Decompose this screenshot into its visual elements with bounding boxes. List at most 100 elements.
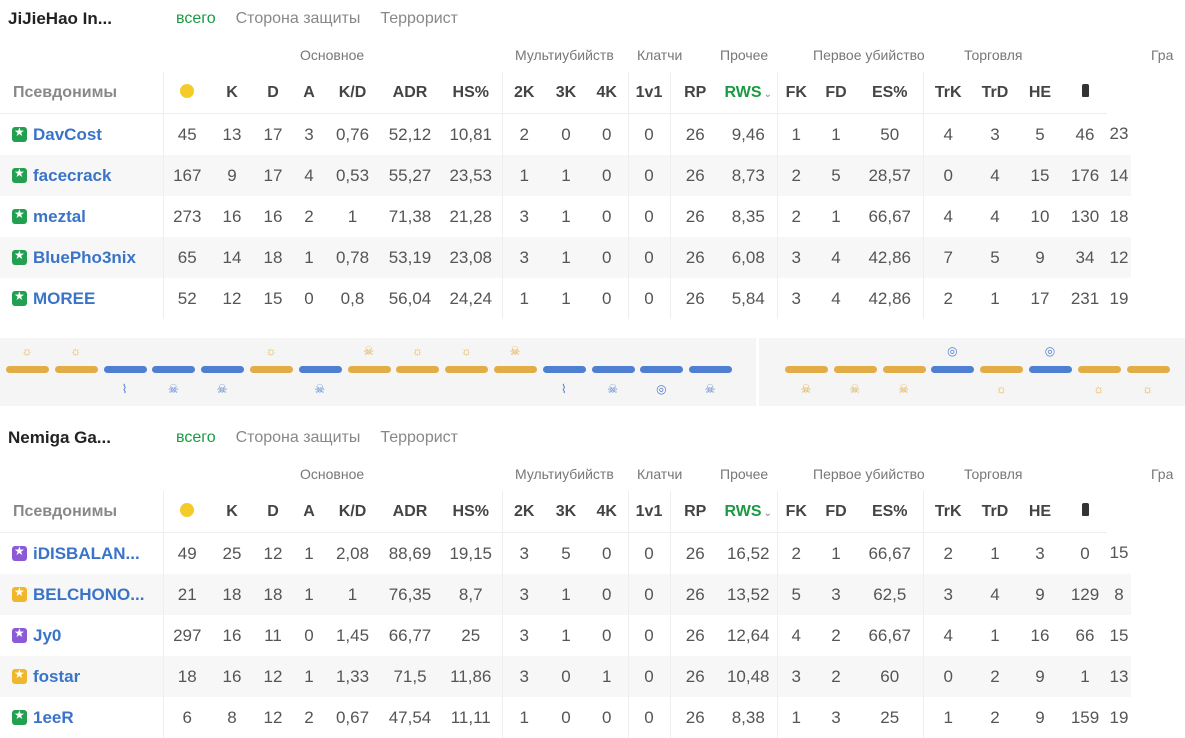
player-nickname[interactable]: meztal: [33, 206, 86, 226]
header-molotov[interactable]: [1063, 72, 1107, 114]
header-he[interactable]: HE: [1017, 72, 1063, 114]
header-rating[interactable]: [162, 491, 211, 533]
header-rp[interactable]: RP: [669, 491, 720, 533]
header-es-[interactable]: ES%: [857, 72, 923, 114]
player-nickname[interactable]: facecrack: [33, 165, 112, 185]
round-bar[interactable]: [201, 366, 245, 373]
tab-total[interactable]: всего: [176, 429, 216, 446]
round-bar[interactable]: [103, 366, 147, 373]
header-trk[interactable]: TrK: [922, 491, 973, 533]
round-bar[interactable]: [833, 366, 877, 373]
header-d[interactable]: D: [253, 72, 293, 114]
header-d[interactable]: D: [253, 491, 293, 533]
player-nickname[interactable]: fostar: [33, 666, 81, 686]
round-bar[interactable]: [1077, 366, 1121, 373]
header-fd[interactable]: FD: [815, 491, 857, 533]
header-1v1[interactable]: 1v1: [627, 72, 670, 114]
round-bar[interactable]: [1029, 366, 1072, 373]
player-nickname-cell[interactable]: MOREE: [0, 278, 163, 319]
round-bar[interactable]: [54, 366, 98, 373]
header-4k[interactable]: 4K: [586, 491, 628, 533]
player-row[interactable]: facecrack16791740,5355,2723,531100268,73…: [0, 155, 1131, 196]
header-rws[interactable]: RWS ⌄: [720, 72, 777, 114]
player-row[interactable]: Jy0297161101,4566,772531002612,644266,67…: [0, 615, 1131, 656]
round-bar[interactable]: [347, 366, 391, 373]
header-k-d[interactable]: K/D: [325, 491, 380, 533]
round-bar[interactable]: [689, 366, 733, 373]
player-row[interactable]: BELCHONO...2118181176,358,731002613,5253…: [0, 574, 1131, 615]
round-bar[interactable]: [445, 366, 489, 373]
player-nickname-cell[interactable]: facecrack: [0, 155, 163, 196]
round-bar[interactable]: [152, 366, 196, 373]
header-hs-[interactable]: HS%: [440, 72, 502, 114]
header-3k[interactable]: 3K: [546, 72, 586, 114]
player-nickname[interactable]: Jy0: [33, 625, 62, 645]
header-3k[interactable]: 3K: [546, 491, 586, 533]
round-bar[interactable]: [250, 366, 293, 373]
player-nickname[interactable]: BluePho3nix: [33, 247, 136, 267]
player-nickname-cell[interactable]: BluePho3nix: [0, 237, 163, 278]
player-nickname-cell[interactable]: BELCHONO...: [0, 574, 163, 615]
player-nickname-cell[interactable]: meztal: [0, 196, 163, 237]
player-nickname[interactable]: iDISBALAN...: [33, 543, 140, 563]
header-nicknames[interactable]: Псевдонимы: [0, 72, 163, 114]
round-bar[interactable]: [1126, 366, 1170, 373]
player-row[interactable]: 1eeR681220,6747,5411,111000268,381325129…: [0, 697, 1131, 738]
round-bar[interactable]: [494, 366, 537, 373]
header-k[interactable]: K: [211, 72, 253, 114]
header-rws[interactable]: RWS ⌄: [720, 491, 777, 533]
header-trd[interactable]: TrD: [973, 72, 1017, 114]
player-nickname-cell[interactable]: Jy0: [0, 615, 163, 656]
player-nickname-cell[interactable]: iDISBALAN...: [0, 533, 163, 575]
player-row[interactable]: fostar18161211,3371,511,8630102610,48326…: [0, 656, 1131, 697]
round-bar[interactable]: [980, 366, 1024, 373]
player-nickname[interactable]: 1eeR: [33, 707, 74, 727]
round-bar[interactable]: [931, 366, 975, 373]
player-row[interactable]: DavCost45131730,7652,1210,812000269,4611…: [0, 113, 1131, 156]
header-rp[interactable]: RP: [669, 72, 720, 114]
header-adr[interactable]: ADR: [380, 491, 440, 533]
player-row[interactable]: MOREE52121500,856,0424,241100265,843442,…: [0, 278, 1131, 319]
player-nickname[interactable]: MOREE: [33, 288, 96, 308]
round-bar[interactable]: [396, 366, 440, 373]
header-2k[interactable]: 2K: [501, 72, 546, 114]
header-2k[interactable]: 2K: [501, 491, 546, 533]
header-hs-[interactable]: HS%: [440, 491, 502, 533]
header-1v1[interactable]: 1v1: [627, 491, 670, 533]
header-a[interactable]: A: [293, 491, 325, 533]
header-adr[interactable]: ADR: [380, 72, 440, 114]
header-trd[interactable]: TrD: [973, 491, 1017, 533]
round-bar[interactable]: [298, 366, 342, 373]
tab-t-side[interactable]: Террорист: [380, 10, 458, 27]
round-bar[interactable]: [785, 366, 828, 373]
player-nickname-cell[interactable]: DavCost: [0, 114, 163, 156]
header-es-[interactable]: ES%: [857, 491, 923, 533]
header-k-d[interactable]: K/D: [325, 72, 380, 114]
round-bar[interactable]: [882, 366, 926, 373]
player-nickname[interactable]: BELCHONO...: [33, 584, 145, 604]
header-rating[interactable]: [162, 72, 211, 114]
round-bar[interactable]: [542, 366, 586, 373]
tab-t-side[interactable]: Террорист: [380, 429, 458, 446]
header-molotov[interactable]: [1063, 491, 1107, 533]
tab-ct-side[interactable]: Сторона защиты: [235, 10, 361, 27]
header-nicknames[interactable]: Псевдонимы: [0, 491, 163, 533]
player-row[interactable]: BluePho3nix65141810,7853,1923,083100266,…: [0, 237, 1131, 278]
header-trk[interactable]: TrK: [922, 72, 973, 114]
round-bar[interactable]: [591, 366, 635, 373]
header-fk[interactable]: FK: [776, 72, 815, 114]
player-row[interactable]: meztal27316162171,3821,283100268,352166,…: [0, 196, 1131, 237]
player-nickname-cell[interactable]: 1eeR: [0, 697, 163, 738]
player-row[interactable]: iDISBALAN...49251212,0888,6919,153500261…: [0, 532, 1131, 575]
player-nickname[interactable]: DavCost: [33, 124, 102, 144]
header-fd[interactable]: FD: [815, 72, 857, 114]
header-a[interactable]: A: [293, 72, 325, 114]
header-fk[interactable]: FK: [776, 491, 815, 533]
header-k[interactable]: K: [211, 491, 253, 533]
tab-ct-side[interactable]: Сторона защиты: [235, 429, 361, 446]
header-4k[interactable]: 4K: [586, 72, 628, 114]
tab-total[interactable]: всего: [176, 10, 216, 27]
round-bar[interactable]: [640, 366, 684, 373]
round-bar[interactable]: [6, 366, 49, 373]
header-he[interactable]: HE: [1017, 491, 1063, 533]
